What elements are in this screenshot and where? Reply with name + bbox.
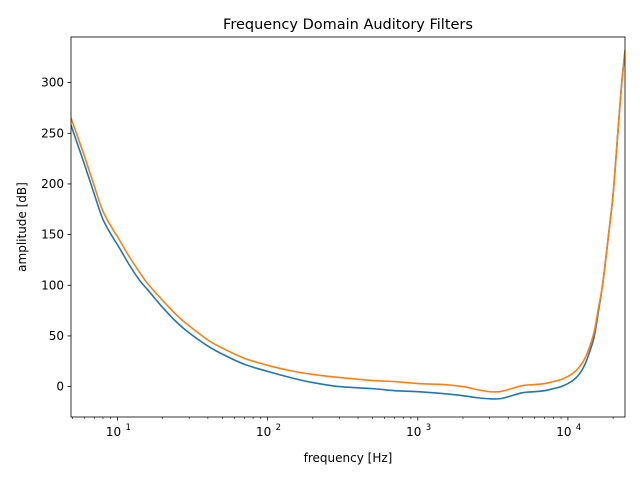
x-tick-exponent: 3 [426,423,431,433]
series-group [71,49,625,400]
x-tick-exponent: 2 [276,423,281,433]
y-tick-label: 150 [41,228,64,242]
y-axis-label: amplitude [dB] [15,182,29,272]
x-tick-label: 10 [406,425,421,439]
y-tick-label: 200 [41,177,64,191]
x-axis-label: frequency [Hz] [304,451,393,465]
x-tick-exponent: 4 [576,423,581,433]
chart-title: Frequency Domain Auditory Filters [223,17,473,33]
x-tick-label: 10 [556,425,571,439]
y-tick-label: 250 [41,126,64,140]
x-tick-label: 10 [256,425,271,439]
y-tick-label: 100 [41,278,64,292]
y-tick-label: 50 [49,329,64,343]
y-tick-label: 0 [56,380,64,394]
x-axis-ticks: 10 1 10 2 10 3 10 4 [106,417,581,439]
y-axis-ticks: 0 50 100 150 200 250 300 [41,76,71,394]
y-tick-label: 300 [41,76,64,90]
series-line-2 [71,49,625,393]
x-tick-label: 10 [106,425,121,439]
x-tick-exponent: 1 [126,423,131,433]
plot-frame [70,36,626,418]
